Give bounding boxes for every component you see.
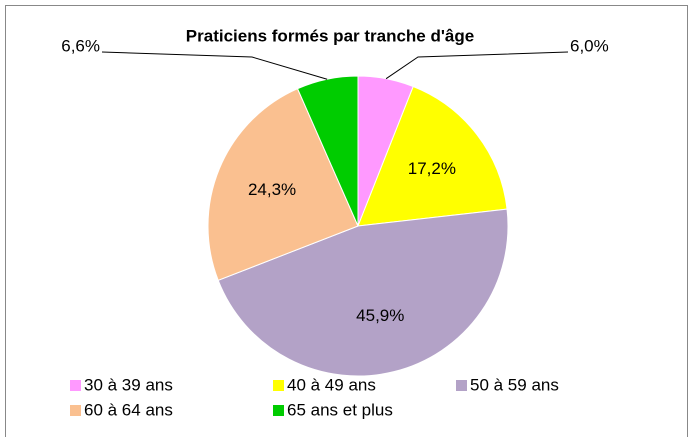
legend-label: 60 à 64 ans [84, 400, 173, 419]
legend-swatch [456, 380, 467, 391]
data-label: 17,2% [408, 159, 456, 178]
pie-slice [217, 208, 509, 377]
legend-label: 65 ans et plus [287, 400, 393, 419]
data-label: 6,6% [61, 36, 100, 55]
chart-title: Praticiens formés par tranche d'âge [186, 26, 474, 45]
legend-label: 30 à 39 ans [84, 375, 173, 394]
data-label: 45,9% [356, 306, 404, 325]
data-label: 24,3% [248, 180, 296, 199]
legend-label: 40 à 49 ans [287, 375, 376, 394]
leader-line [101, 51, 328, 80]
pie-slice [357, 85, 508, 227]
pie-slice [207, 88, 359, 281]
data-label: 6,0% [570, 36, 609, 55]
pie-slice [296, 75, 359, 227]
legend-swatch [273, 380, 284, 391]
leader-line [385, 51, 569, 80]
legend-swatch [273, 405, 284, 416]
legend-swatch [70, 405, 81, 416]
legend-swatch [70, 380, 81, 391]
legend-label: 50 à 59 ans [470, 375, 559, 394]
